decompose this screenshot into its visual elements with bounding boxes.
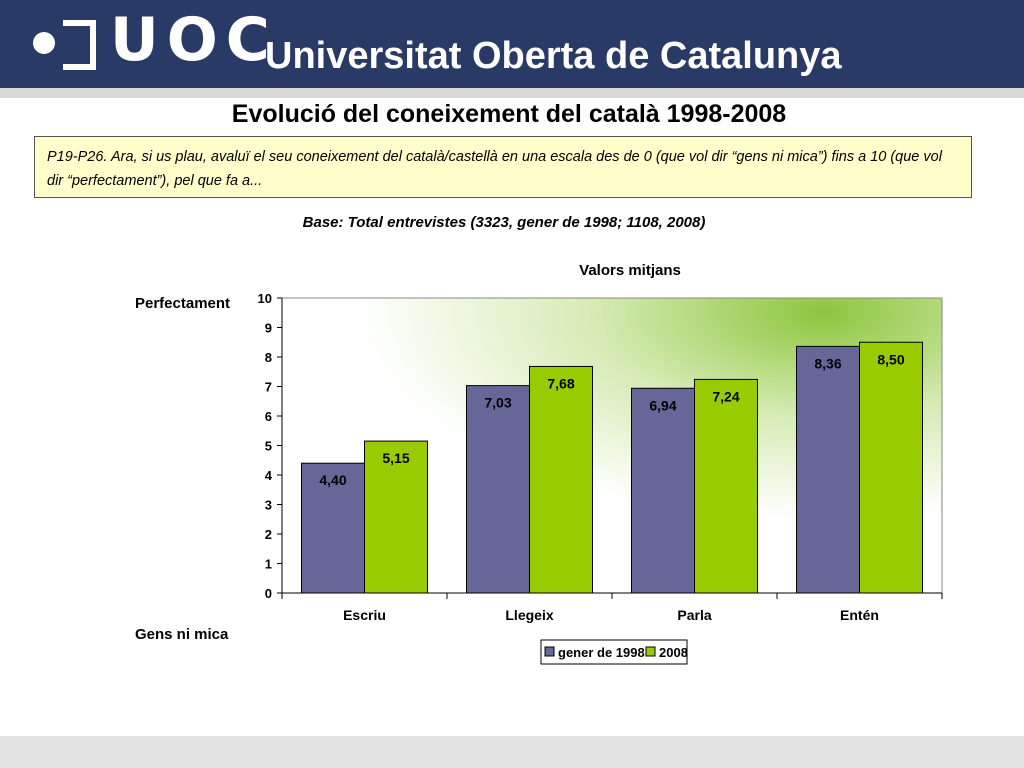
data-label: 5,15 <box>382 450 409 466</box>
bar <box>631 387 695 594</box>
y-tick-label: 6 <box>265 409 272 424</box>
bar <box>796 345 860 594</box>
y-tick-label: 1 <box>265 557 272 572</box>
logo-dot-icon <box>33 32 55 54</box>
x-tick-label: Entén <box>840 607 879 623</box>
page-title: Evolució del coneixement del català 1998… <box>231 100 787 128</box>
data-label: 7,03 <box>484 395 511 411</box>
bar <box>694 378 758 594</box>
question-box: P19-P26. Ara, si us plau, avaluï el seu … <box>34 136 972 198</box>
legend-label: gener de 1998 <box>558 645 645 660</box>
data-label: 7,68 <box>547 375 574 391</box>
y-tick-label: 4 <box>265 468 273 483</box>
legend-swatch <box>544 646 555 657</box>
scale-label-bottom: Gens ni mica <box>135 626 229 643</box>
legend-label: 2008 <box>659 645 688 660</box>
base-note: Base: Total entrevistes (3323, gener de … <box>302 214 706 231</box>
x-tick-label: Escriu <box>343 607 386 623</box>
data-label: 8,50 <box>877 351 904 367</box>
y-tick-label: 3 <box>265 498 272 513</box>
y-tick-label: 8 <box>265 350 272 365</box>
institution-name: Universitat Oberta de Catalunya <box>265 35 842 77</box>
data-label: 4,40 <box>319 472 346 488</box>
y-tick-label: 5 <box>265 439 272 454</box>
x-tick-label: Llegeix <box>505 607 553 623</box>
data-label: 6,94 <box>649 397 676 413</box>
data-label: 8,36 <box>814 355 841 371</box>
logo-bracket-icon <box>63 20 96 70</box>
logo-text: UOC <box>110 5 278 75</box>
y-tick-label: 9 <box>265 321 272 336</box>
x-tick-label: Parla <box>677 607 711 623</box>
bar <box>301 462 365 594</box>
legend-swatch <box>645 646 656 657</box>
bar <box>364 440 428 594</box>
bar <box>859 341 923 594</box>
footer-bar <box>0 736 1024 768</box>
bar <box>466 385 530 594</box>
bar <box>529 365 593 594</box>
y-tick-label: 10 <box>258 291 272 306</box>
data-label: 7,24 <box>712 388 739 404</box>
y-tick-label: 7 <box>265 380 272 395</box>
header-divider <box>0 88 1024 98</box>
y-tick-label: 0 <box>265 586 272 601</box>
chart-title: Valors mitjans <box>579 262 681 279</box>
scale-label-top: Perfectament <box>135 295 231 312</box>
header-bar <box>0 0 1024 88</box>
legend-box <box>540 639 688 665</box>
y-tick-label: 2 <box>265 527 272 542</box>
